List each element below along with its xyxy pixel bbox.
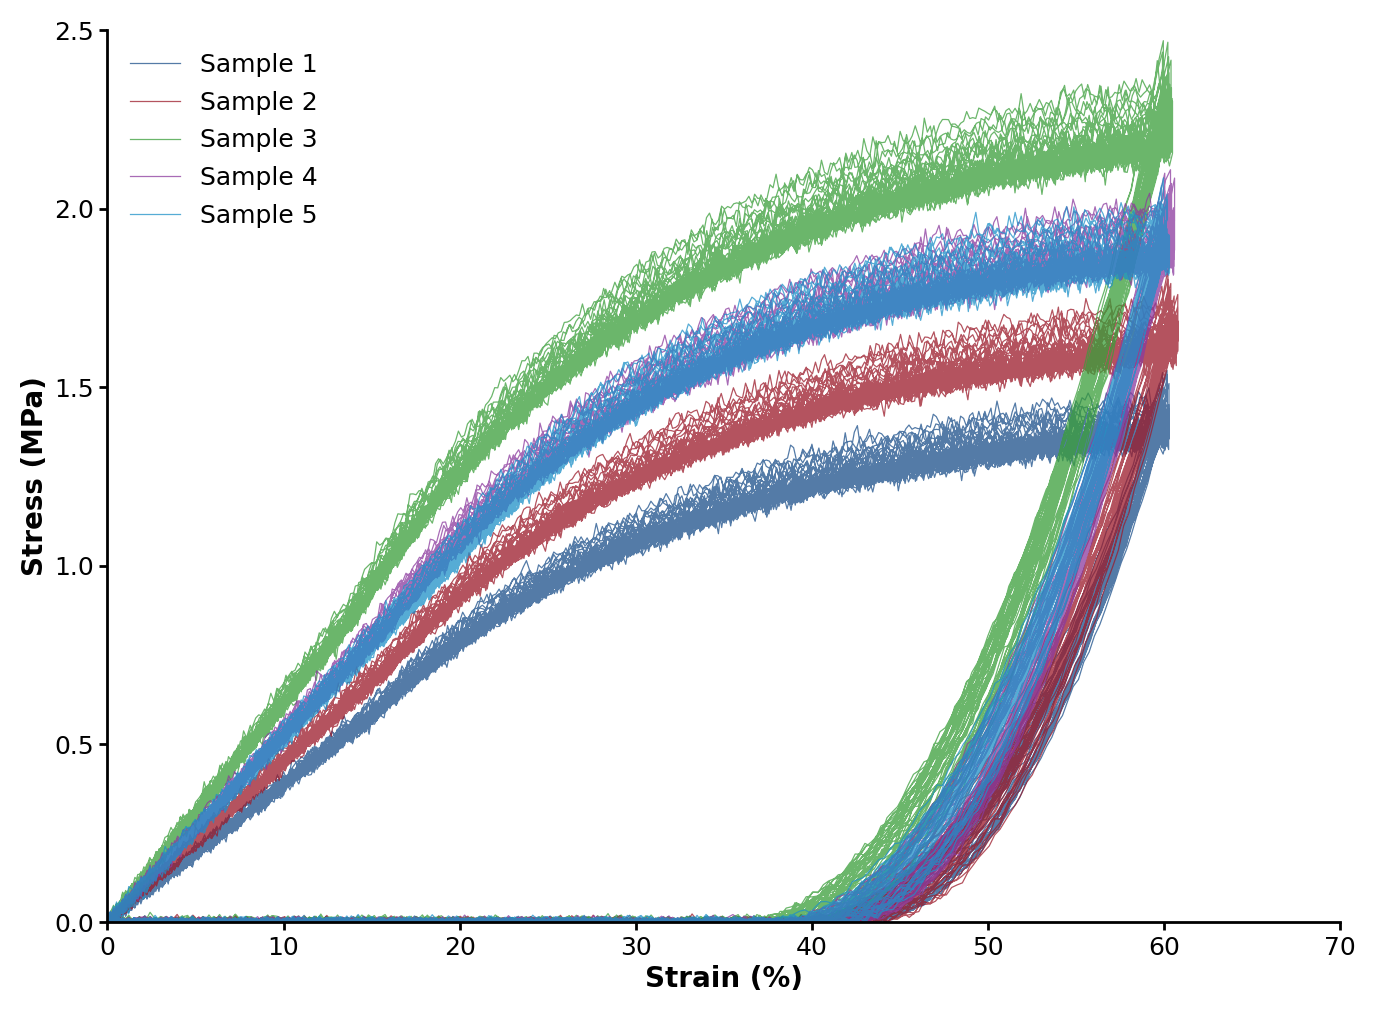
Sample 4 (391, 588, 408, 600)
Sample 2 (1159, 264, 1176, 276)
Sample 3 (99, 917, 116, 929)
Sample 3 (549, 363, 566, 375)
Sample 1 (544, 564, 560, 576)
Sample 1 (99, 917, 116, 929)
Sample 2 (545, 504, 562, 516)
Sample 5 (1155, 171, 1172, 184)
Sample 4 (1162, 163, 1179, 175)
Sample 4 (99, 913, 116, 925)
Sample 4 (391, 917, 408, 929)
Sample 4 (551, 443, 567, 455)
Line: Sample 1: Sample 1 (107, 370, 1169, 923)
Sample 2 (549, 509, 566, 521)
Line: Sample 3: Sample 3 (107, 41, 1172, 923)
Sample 3 (547, 357, 563, 369)
Sample 1 (388, 679, 405, 692)
Sample 5 (392, 917, 409, 929)
Sample 2 (739, 427, 756, 439)
Sample 2 (99, 917, 116, 929)
Sample 1 (914, 467, 931, 480)
Sample 4 (916, 287, 932, 299)
Sample 3 (99, 917, 116, 929)
Line: Sample 2: Sample 2 (107, 270, 1177, 923)
Sample 5 (99, 915, 116, 927)
Sample 5 (551, 449, 567, 461)
Sample 2 (914, 374, 931, 386)
Sample 2 (99, 917, 116, 929)
Sample 5 (391, 590, 408, 602)
Legend: Sample 1, Sample 2, Sample 3, Sample 4, Sample 5: Sample 1, Sample 2, Sample 3, Sample 4, … (120, 43, 328, 238)
Y-axis label: Stress (MPa): Stress (MPa) (21, 376, 48, 576)
Sample 1 (1159, 364, 1176, 376)
Line: Sample 5: Sample 5 (107, 177, 1169, 923)
Sample 4 (552, 445, 569, 457)
Sample 2 (388, 641, 405, 653)
X-axis label: Strain (%): Strain (%) (644, 965, 803, 993)
Sample 5 (102, 917, 118, 929)
Sample 1 (99, 915, 116, 927)
Sample 1 (397, 916, 413, 928)
Sample 1 (548, 567, 565, 579)
Sample 3 (399, 917, 416, 929)
Sample 5 (99, 914, 116, 926)
Sample 3 (916, 200, 932, 212)
Sample 5 (912, 290, 928, 302)
Sample 5 (739, 343, 756, 355)
Line: Sample 4: Sample 4 (107, 169, 1175, 923)
Sample 1 (735, 505, 752, 517)
Sample 3 (388, 527, 405, 539)
Sample 5 (548, 456, 565, 468)
Sample 3 (737, 257, 753, 269)
Sample 4 (772, 917, 789, 929)
Sample 3 (1155, 34, 1172, 47)
Sample 2 (399, 917, 416, 929)
Sample 4 (99, 911, 116, 923)
Sample 4 (742, 341, 759, 353)
